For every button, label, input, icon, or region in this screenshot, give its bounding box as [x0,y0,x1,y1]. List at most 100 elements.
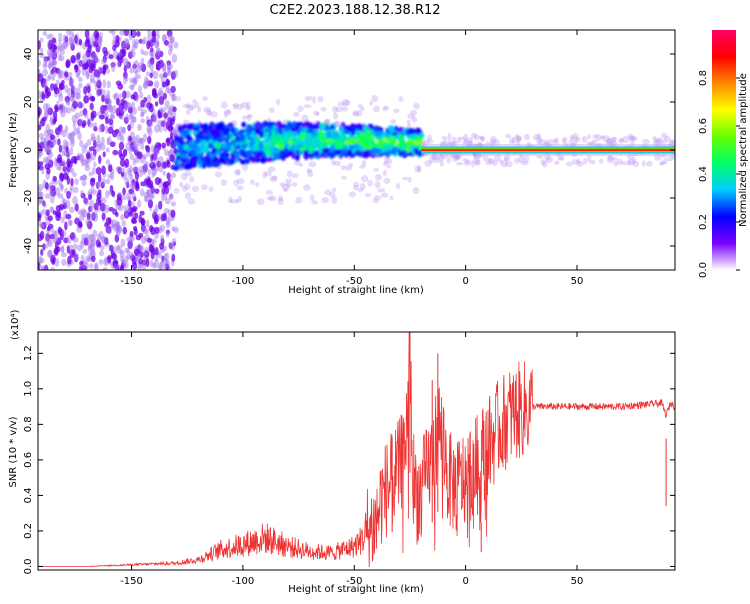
heatmap-cell [53,247,59,256]
heatmap-cell [526,141,532,147]
heatmap-cell [305,140,313,147]
heatmap-cell [76,52,81,61]
heatmap-cell [306,168,313,173]
heatmap-cell [120,255,125,263]
heatmap-cell [411,116,418,123]
heatmap-cell [77,244,82,252]
heatmap-cell [134,156,140,164]
heatmap-cell [89,263,94,269]
heatmap-cell [59,54,65,62]
heatmap-cell [155,30,160,36]
heatmap-cell [107,101,112,110]
heatmap-cell [52,175,57,182]
heatmap-cell [115,35,120,43]
heatmap-cell [174,136,182,143]
heatmap-cell [167,40,173,49]
heatmap-cell [90,177,96,183]
snr-y-ticks: 0.0 0.2 0.4 0.6 0.8 1.0 1.2 [23,345,675,574]
heatmap-cell [161,255,165,263]
heatmap-cell [90,212,95,221]
heatmap-cell [115,226,120,235]
heatmap-cell [130,30,137,38]
heatmap-cell [118,51,123,58]
heatmap-cell [609,140,614,148]
heatmap-cell [133,67,138,74]
heatmap-cell [57,42,63,52]
heatmap-cell [505,160,513,167]
heatmap-cell [159,224,166,232]
heatmap-cell [669,138,675,143]
heatmap-cell [97,173,102,183]
heatmap-cell [133,196,137,202]
heatmap-cell [103,50,109,57]
heatmap-cell [448,141,457,147]
heatmap-cell [166,217,170,226]
heatmap-cell [129,154,135,161]
heatmap-cell [133,248,140,257]
heatmap-cell [60,173,65,182]
heatmap-cell [128,188,135,195]
heatmap-cell [164,260,171,268]
heatmap-cell [123,75,127,85]
heatmap-cell [341,99,350,106]
heatmap-cell [373,125,380,133]
heatmap-cell [494,154,502,162]
heatmap-cell [439,141,445,147]
heatmap-cell [38,132,44,139]
heatmap-cell [97,36,103,44]
heatmap-cell [169,35,175,44]
heatmap-cell [491,159,498,166]
heatmap-cell [329,151,335,159]
heatmap-cell [47,237,51,245]
heatmap-cell [146,61,152,68]
heatmap-cell [122,149,128,157]
heatmap-cell [119,158,126,168]
heatmap-cell [309,194,315,201]
snr-plot-area [38,332,675,570]
heatmap-cell [58,32,63,39]
heatmap-cell [190,149,197,156]
y-tick-label: 0.4 [23,487,34,503]
heatmap-cell [208,186,214,192]
spectrogram-noise-region [38,30,675,270]
heatmap-cell [44,163,51,170]
heatmap-cell [161,192,165,203]
heatmap-cell [189,176,195,183]
heatmap-cell [628,135,636,142]
heatmap-cell [134,171,139,181]
heatmap-cell [58,104,64,111]
heatmap-cell [69,206,75,214]
heatmap-cell [652,139,661,148]
heatmap-cell [72,236,79,243]
heatmap-cell [164,197,171,205]
heatmap-cell [147,199,154,209]
heatmap-cell [126,181,130,189]
heatmap-cell [81,180,87,187]
heatmap-cell [544,153,551,161]
heatmap-cell [83,174,88,181]
heatmap-cell [128,84,135,90]
heatmap-cell [43,136,49,145]
heatmap-cell [361,135,368,142]
heatmap-cell [562,137,568,142]
heatmap-cell [112,93,118,99]
heatmap-cell [589,159,596,165]
heatmap-cell [140,48,144,55]
heatmap-cell [129,77,134,84]
heatmap-cell [515,135,523,141]
heatmap-cell [82,159,89,166]
heatmap-cell [139,188,145,197]
heatmap-cell [272,137,279,145]
heatmap-cell [145,228,150,235]
heatmap-cell [317,95,324,103]
heatmap-cell [132,205,138,212]
heatmap-cell [97,199,102,207]
heatmap-cell [169,193,174,199]
heatmap-cell [359,183,366,191]
heatmap-cell [542,160,548,168]
heatmap-cell [102,64,109,70]
heatmap-cell [153,92,158,99]
heatmap-cell [145,145,151,153]
heatmap-cell [262,171,267,179]
heatmap-cell [233,147,238,152]
